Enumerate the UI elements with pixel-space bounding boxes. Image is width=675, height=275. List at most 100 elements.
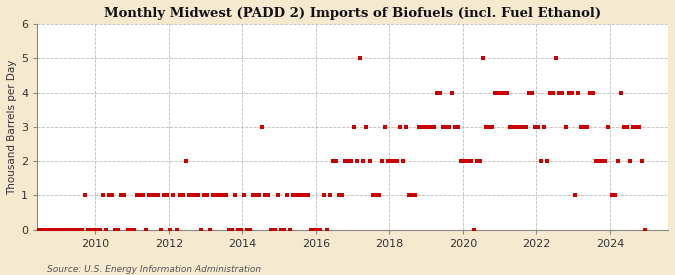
Point	[312, 228, 323, 232]
Point	[392, 159, 402, 163]
Point	[275, 228, 286, 232]
Point	[456, 159, 467, 163]
Point	[600, 159, 611, 163]
Point	[220, 193, 231, 198]
Point	[230, 193, 240, 198]
Point	[244, 228, 255, 232]
Point	[419, 125, 430, 129]
Point	[178, 193, 188, 198]
Point	[630, 125, 641, 129]
Point	[119, 193, 130, 198]
Point	[505, 125, 516, 129]
Point	[640, 228, 651, 232]
Point	[398, 159, 408, 163]
Point	[254, 193, 265, 198]
Point	[563, 90, 574, 95]
Point	[238, 193, 249, 198]
Point	[159, 193, 169, 198]
Point	[236, 228, 246, 232]
Point	[92, 228, 103, 232]
Point	[514, 125, 525, 129]
Point	[24, 228, 35, 232]
Point	[88, 228, 99, 232]
Point	[364, 159, 375, 163]
Point	[67, 228, 78, 232]
Point	[73, 228, 84, 232]
Point	[98, 193, 109, 198]
Point	[425, 125, 436, 129]
Point	[327, 159, 338, 163]
Point	[150, 193, 161, 198]
Point	[52, 228, 63, 232]
Text: Source: U.S. Energy Information Administration: Source: U.S. Energy Information Administ…	[47, 265, 261, 274]
Point	[594, 159, 605, 163]
Point	[383, 159, 394, 163]
Point	[208, 193, 219, 198]
Point	[288, 193, 298, 198]
Point	[263, 193, 274, 198]
Point	[609, 193, 620, 198]
Point	[272, 193, 283, 198]
Point	[18, 228, 29, 232]
Point	[523, 90, 534, 95]
Point	[190, 193, 200, 198]
Point	[450, 125, 460, 129]
Point	[278, 228, 289, 232]
Point	[560, 125, 571, 129]
Point	[140, 228, 151, 232]
Point	[554, 90, 565, 95]
Point	[370, 193, 381, 198]
Point	[198, 193, 209, 198]
Point	[526, 90, 537, 95]
Point	[107, 193, 117, 198]
Point	[260, 193, 271, 198]
Point	[569, 193, 580, 198]
Point	[138, 193, 148, 198]
Point	[361, 125, 372, 129]
Point	[297, 193, 308, 198]
Point	[33, 228, 44, 232]
Point	[315, 228, 326, 232]
Point	[572, 90, 583, 95]
Point	[634, 125, 645, 129]
Point	[373, 193, 384, 198]
Point	[146, 193, 157, 198]
Point	[171, 228, 182, 232]
Point	[367, 193, 378, 198]
Point	[134, 193, 145, 198]
Point	[82, 228, 93, 232]
Point	[21, 228, 32, 232]
Point	[132, 193, 142, 198]
Point	[395, 125, 406, 129]
Point	[79, 193, 90, 198]
Point	[410, 193, 421, 198]
Title: Monthly Midwest (PADD 2) Imports of Biofuels (incl. Fuel Ethanol): Monthly Midwest (PADD 2) Imports of Biof…	[104, 7, 601, 20]
Point	[349, 125, 360, 129]
Point	[441, 125, 452, 129]
Point	[294, 193, 304, 198]
Point	[55, 228, 65, 232]
Point	[423, 125, 433, 129]
Point	[483, 125, 494, 129]
Point	[144, 193, 155, 198]
Point	[162, 193, 173, 198]
Point	[61, 228, 72, 232]
Point	[128, 228, 139, 232]
Point	[333, 193, 344, 198]
Point	[453, 125, 464, 129]
Point	[340, 159, 350, 163]
Point	[211, 193, 222, 198]
Point	[431, 90, 442, 95]
Point	[291, 193, 302, 198]
Point	[597, 159, 608, 163]
Point	[165, 228, 176, 232]
Point	[413, 125, 424, 129]
Point	[85, 228, 96, 232]
Point	[205, 228, 215, 232]
Point	[416, 125, 427, 129]
Point	[459, 159, 470, 163]
Point	[306, 228, 317, 232]
Point	[588, 90, 599, 95]
Point	[407, 193, 418, 198]
Point	[487, 125, 497, 129]
